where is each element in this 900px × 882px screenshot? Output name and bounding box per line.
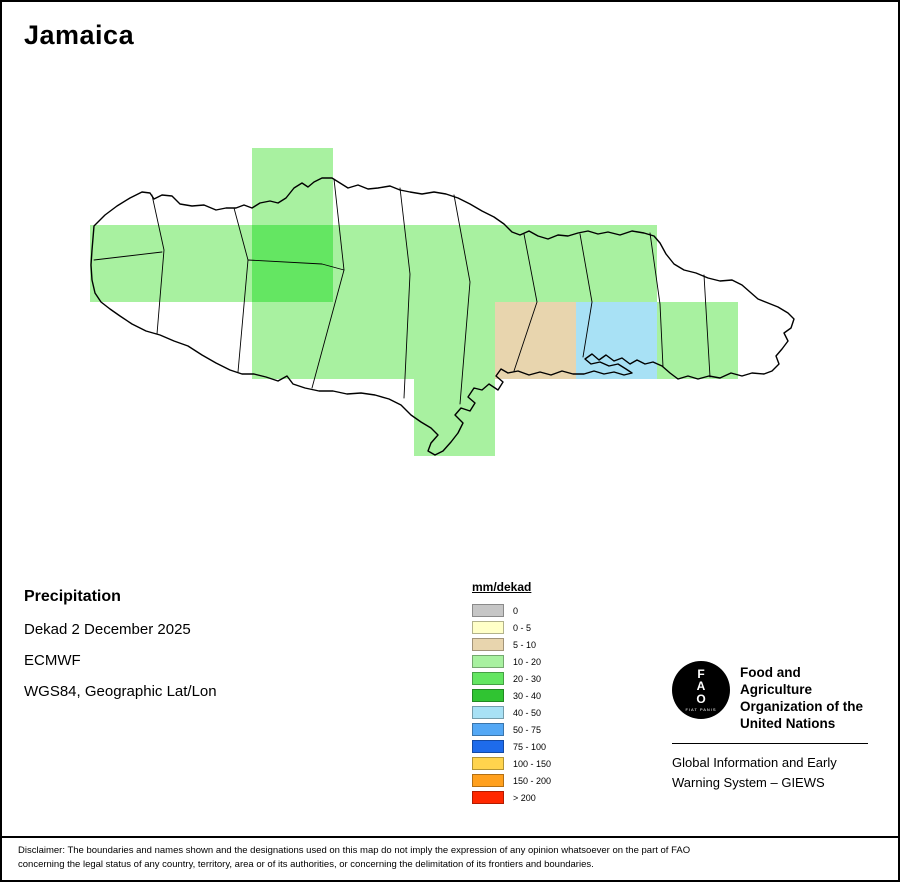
legend-entry: 0: [472, 602, 551, 619]
legend-swatch: [472, 774, 504, 787]
legend-swatch: [472, 791, 504, 804]
legend-swatch: [472, 621, 504, 634]
fao-logo-letters: FAO: [696, 666, 706, 706]
info-source: ECMWF: [24, 652, 81, 669]
precipitation-cell: [657, 302, 738, 379]
legend-entry: 10 - 20: [472, 653, 551, 670]
precipitation-cell: [414, 379, 495, 456]
fao-org-line: Food and Agriculture: [740, 665, 813, 697]
legend-label: 20 - 30: [513, 673, 542, 684]
info-projection: WGS84, Geographic Lat/Lon: [24, 683, 217, 700]
legend-entry: 30 - 40: [472, 687, 551, 704]
legend-entry: 20 - 30: [472, 670, 551, 687]
legend-label: 10 - 20: [513, 656, 542, 667]
giews-text: Global Information and Early Warning Sys…: [672, 753, 868, 793]
fao-org-line: United Nations: [740, 716, 836, 731]
giews-line: Warning System – GIEWS: [672, 775, 825, 791]
precipitation-grid: [90, 148, 738, 456]
page-title: Jamaica: [24, 20, 135, 50]
fao-divider: [672, 743, 868, 744]
precipitation-cell: [171, 225, 252, 302]
legend-label: 5 - 10: [513, 639, 537, 650]
info-heading: Precipitation: [24, 588, 121, 605]
precipitation-cell: [495, 225, 576, 302]
precipitation-cell: [252, 302, 333, 379]
legend-title: mm/dekad: [472, 580, 532, 594]
legend-label: 30 - 40: [513, 690, 542, 701]
legend-label: 0 - 5: [513, 622, 532, 633]
legend-entry: 40 - 50: [472, 704, 551, 721]
fao-block: FAO FIAT PANIS Food and Agriculture Orga…: [672, 661, 868, 793]
precipitation-cell: [252, 148, 333, 225]
legend-entries: 0 0 - 5 5 - 10 10 - 20 20 - 30 30 - 40 40 - 50…: [472, 602, 551, 806]
legend-swatch: [472, 723, 504, 736]
legend-entry: 75 - 100: [472, 738, 551, 755]
parish-boundaries: [93, 178, 711, 405]
legend-label: 100 - 150: [513, 758, 552, 769]
precipitation-cell: [333, 302, 414, 379]
legend-label: 40 - 50: [513, 707, 542, 718]
fao-org-name: Food and Agriculture Organization of the…: [740, 661, 868, 732]
legend-swatch: [472, 672, 504, 685]
fao-org-line: Organization of the: [740, 699, 863, 714]
legend-swatch: [472, 740, 504, 753]
legend-swatch: [472, 706, 504, 719]
coastline: [90, 177, 795, 456]
legend-label: 150 - 200: [513, 775, 552, 786]
legend-label: 75 - 100: [513, 741, 547, 752]
legend-swatch: [472, 689, 504, 702]
fao-logo-motto: FIAT PANIS: [685, 707, 717, 713]
legend-swatch: [472, 604, 504, 617]
legend-swatch: [472, 638, 504, 651]
precipitation-cell: [414, 225, 495, 302]
precipitation-cell: [576, 302, 657, 379]
legend-entry: 50 - 75: [472, 721, 551, 738]
legend-entry: 150 - 200: [472, 772, 551, 789]
legend-label: 0: [513, 605, 519, 616]
precipitation-cell: [333, 225, 414, 302]
legend-entry: 5 - 10: [472, 636, 551, 653]
fao-logo: FAO FIAT PANIS: [672, 661, 730, 719]
legend-entry: > 200: [472, 789, 551, 806]
precipitation-cell: [90, 225, 171, 302]
legend-entry: 100 - 150: [472, 755, 551, 772]
precipitation-cell: [576, 225, 657, 302]
jamaica-map: [90, 148, 795, 456]
legend-entry: 0 - 5: [472, 619, 551, 636]
legend-label: > 200: [513, 792, 536, 803]
legend: mm/dekad 0 0 - 5 5 - 10 10 - 20 20 - 30 30 - …: [472, 580, 551, 806]
legend-swatch: [472, 757, 504, 770]
info-dekad: Dekad 2 December 2025: [24, 621, 191, 638]
disclaimer-line: Disclaimer: The boundaries and names sho…: [18, 844, 691, 856]
precipitation-cell: [495, 302, 576, 379]
map-info-block: Precipitation Dekad 2 December 2025 ECMW…: [24, 588, 217, 714]
disclaimer-line: concerning the legal status of any count…: [18, 858, 594, 870]
giews-line: Global Information and Early: [672, 755, 837, 770]
legend-swatch: [472, 655, 504, 668]
disclaimer: Disclaimer: The boundaries and names sho…: [2, 835, 898, 881]
precipitation-cell: [414, 302, 495, 379]
legend-label: 50 - 75: [513, 724, 542, 735]
